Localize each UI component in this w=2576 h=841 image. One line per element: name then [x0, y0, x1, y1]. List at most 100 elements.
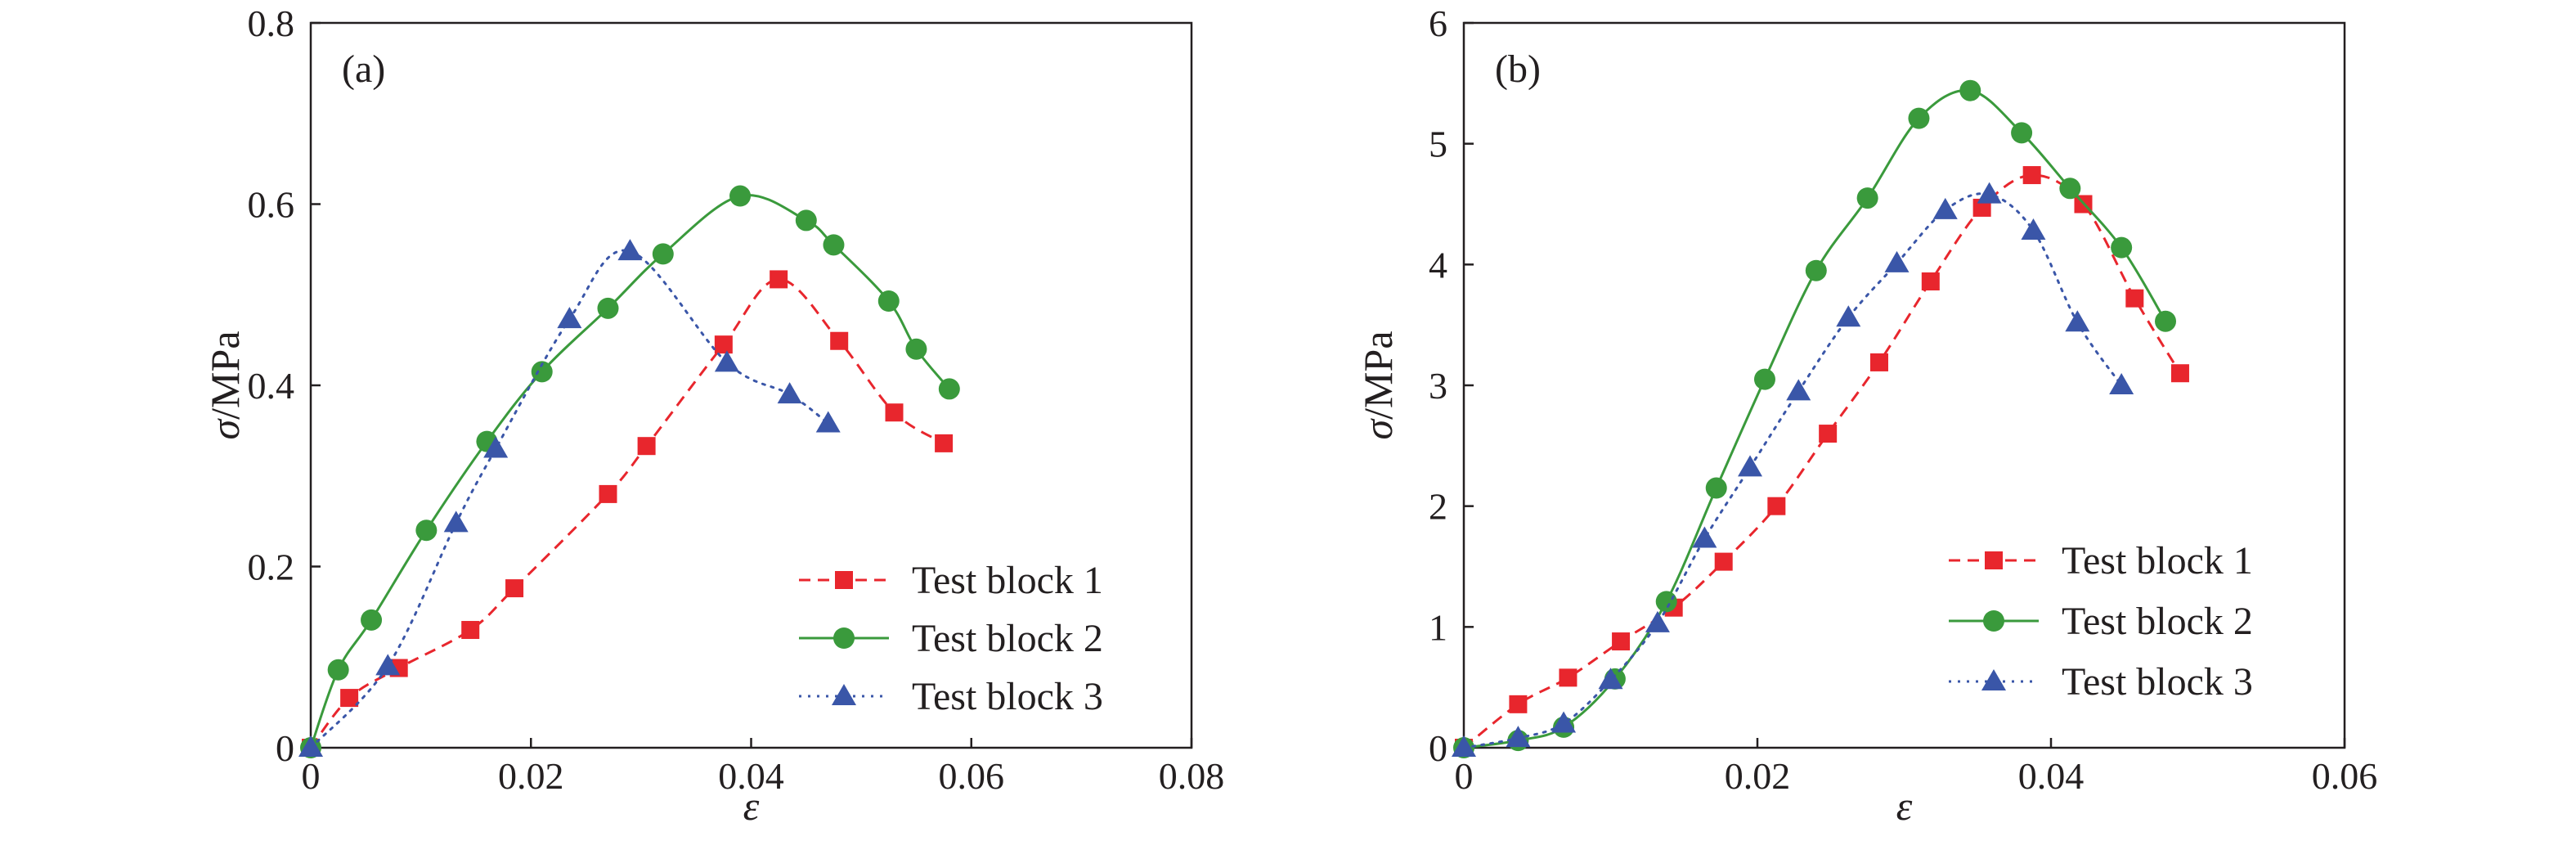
legend-marker [833, 627, 855, 649]
data-point [1856, 187, 1878, 209]
data-point [1819, 425, 1838, 443]
data-point [714, 335, 733, 354]
legend-marker [1983, 610, 2004, 632]
legend: Test block 1 Test block 2 Test block 3 [799, 559, 1103, 718]
y-tick-label: 3 [1429, 365, 1447, 407]
data-point [935, 434, 954, 452]
data-point [599, 484, 617, 503]
data-point [1452, 735, 1476, 757]
data-point [1805, 259, 1827, 281]
y-tick-label: 4 [1429, 244, 1447, 286]
data-point [2111, 236, 2133, 259]
data-point [877, 290, 900, 313]
y-tick-label: 0 [1429, 727, 1447, 769]
data-point [375, 654, 401, 676]
data-point [327, 659, 349, 681]
data-point [815, 411, 841, 433]
data-point [2011, 122, 2033, 144]
data-point [1612, 632, 1631, 651]
x-tick-label: 0 [302, 755, 321, 797]
data-point [1932, 197, 1958, 219]
data-point [1786, 379, 1811, 401]
data-point [1506, 726, 1531, 748]
y-tick-label: 6 [1429, 2, 1447, 44]
data-point [483, 436, 509, 458]
y-axis-label: σ/MPa [1355, 331, 1401, 439]
data-point [1753, 368, 1775, 390]
legend-label: Test block 2 [912, 617, 1103, 660]
data-point [637, 437, 656, 456]
data-point [1645, 610, 1670, 632]
data-point [443, 510, 469, 533]
data-point [2109, 373, 2134, 394]
data-point [823, 234, 845, 256]
panel-label: (b) [1495, 47, 1541, 91]
series-line [1463, 88, 2167, 749]
data-point [2059, 178, 2081, 200]
legend-marker [835, 571, 853, 589]
y-tick-label: 0.2 [248, 546, 295, 588]
data-point [1977, 182, 2002, 204]
y-tick-label: 1 [1429, 606, 1447, 648]
series-3 [298, 239, 841, 757]
legend-marker [1981, 669, 2006, 690]
data-point [531, 361, 553, 383]
y-tick-label: 5 [1429, 124, 1447, 165]
data-point [938, 378, 960, 400]
x-tick-label: 0.06 [2312, 755, 2378, 797]
data-point [1559, 668, 1577, 687]
data-point [2155, 310, 2177, 332]
series-1 [302, 270, 954, 757]
data-point [415, 519, 438, 542]
data-point [1836, 305, 1861, 327]
data-point [1869, 353, 1888, 371]
data-point [1598, 668, 1623, 690]
data-point [1959, 79, 1981, 101]
x-tick-label: 0.02 [498, 755, 564, 797]
data-point [361, 609, 383, 631]
data-point [1692, 526, 1717, 548]
legend-marker [1985, 551, 2003, 569]
data-point [777, 382, 802, 404]
data-point [1738, 455, 1763, 477]
data-point [1767, 497, 1786, 515]
data-point [2065, 310, 2090, 332]
data-point [340, 689, 359, 708]
data-point [1655, 591, 1677, 613]
series-line [309, 277, 945, 749]
data-point [557, 307, 582, 329]
x-tick-label: 0 [1455, 755, 1474, 797]
legend-label: Test block 3 [912, 675, 1103, 718]
x-tick-label: 0.02 [1725, 755, 1791, 797]
data-point [1884, 250, 1910, 272]
data-point [1714, 552, 1733, 571]
data-point [885, 403, 904, 422]
y-tick-label: 0.6 [248, 184, 295, 226]
data-point [2125, 289, 2144, 308]
x-tick-label: 0.04 [718, 755, 784, 797]
x-tick-label: 0.06 [939, 755, 1005, 797]
series-line [1463, 173, 2182, 749]
series-line [309, 249, 830, 749]
data-point [2170, 364, 2189, 383]
data-point [461, 621, 480, 640]
series-3 [1452, 182, 2134, 757]
data-point [770, 270, 788, 289]
series-line [1462, 192, 2123, 749]
legend-label: Test block 1 [2062, 539, 2253, 582]
data-point [1908, 107, 1930, 129]
data-point [298, 735, 323, 757]
legend-label: Test block 1 [912, 559, 1103, 602]
x-tick-label: 0.04 [2018, 755, 2085, 797]
y-tick-label: 2 [1429, 486, 1447, 528]
x-axis-label: ε [1896, 783, 1913, 829]
data-point [505, 579, 524, 598]
data-point [617, 239, 643, 261]
legend-label: Test block 3 [2062, 660, 2253, 704]
legend: Test block 1 Test block 2 Test block 3 [1949, 539, 2253, 704]
data-point [1551, 711, 1577, 733]
data-point [729, 185, 752, 207]
data-point [652, 243, 674, 265]
x-tick-label: 0.08 [1159, 755, 1225, 797]
